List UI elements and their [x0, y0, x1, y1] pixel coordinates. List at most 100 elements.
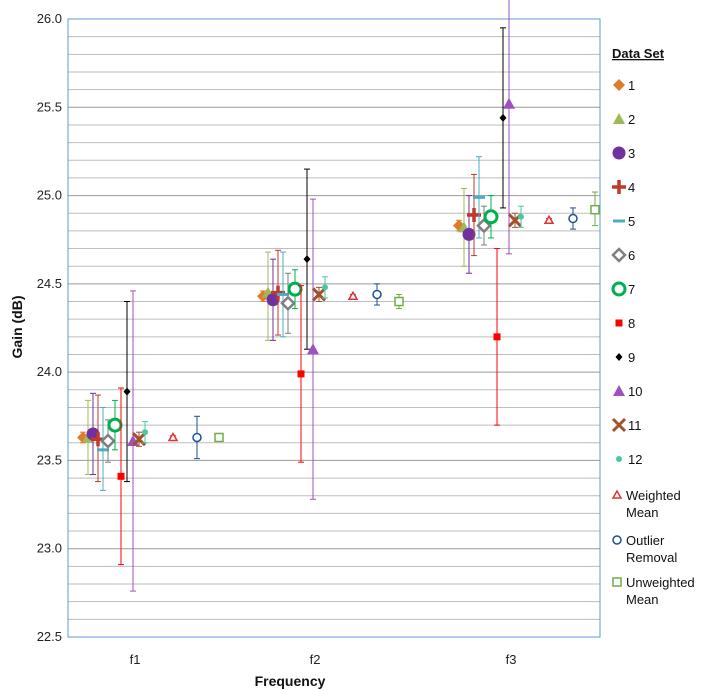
series-5: [97, 156, 485, 491]
legend-item: Outlier Removal: [612, 533, 677, 565]
legend-label: 9: [628, 350, 635, 365]
data-point: [167, 431, 179, 442]
series-weighted-mean: [167, 214, 555, 442]
y-axis-ticks: 22.5 23.0 23.5 24.0 24.5 25.0 25.5 26.0: [37, 11, 62, 644]
series-1: [77, 219, 465, 444]
legend-label: Mean: [626, 592, 659, 607]
data-point: [142, 429, 148, 436]
y-tick-label: 25.0: [37, 188, 62, 203]
legend-item: 5: [613, 214, 635, 229]
series-2: [82, 188, 470, 476]
legend-label: 6: [628, 248, 635, 263]
x-tick-label: f3: [506, 652, 517, 667]
x-axis-title: Frequency: [255, 673, 326, 689]
data-point: [462, 227, 476, 241]
legend-marker: [612, 146, 626, 160]
legend-item: 6: [611, 247, 635, 263]
legend-label: 10: [628, 384, 642, 399]
legend-marker: [612, 535, 622, 545]
data-point: [394, 296, 404, 307]
y-tick-label: 25.5: [37, 99, 62, 114]
legend-marker: [615, 353, 623, 361]
legend-label: 8: [628, 316, 635, 331]
series-4: [91, 173, 481, 483]
legend-item: 4: [612, 180, 635, 195]
legend-label: 7: [628, 282, 635, 297]
y-tick-label: 24.5: [37, 276, 62, 291]
legend-label: Outlier: [626, 533, 665, 548]
legend-label: 4: [628, 180, 635, 195]
series-12: [142, 205, 524, 444]
legend-marker: [612, 180, 626, 194]
data-point: [543, 214, 555, 225]
y-tick-label: 22.5: [37, 629, 62, 644]
legend-label: 5: [628, 214, 635, 229]
y-tick-label: 23.0: [37, 541, 62, 556]
series-8: [117, 248, 501, 566]
legend-label: Mean: [626, 505, 659, 520]
y-axis-title: Gain (dB): [9, 296, 25, 359]
series-outlier-removal: [192, 207, 578, 460]
legend-item: 10: [613, 384, 642, 399]
legend-marker: [611, 247, 627, 263]
legend-marker: [613, 385, 625, 396]
data-point: [590, 204, 600, 215]
plot-area-frame: [67, 18, 601, 638]
data-point: [503, 97, 515, 109]
data-point: [518, 213, 524, 220]
grid-lines: [68, 18, 600, 638]
data-marks: [77, 0, 600, 592]
legend-item: 7: [611, 281, 635, 297]
y-tick-label: 24.0: [37, 364, 62, 379]
legend-item: 1: [613, 78, 635, 93]
legend-label: 11: [628, 418, 642, 433]
series-6: [100, 205, 492, 463]
data-point: [280, 295, 296, 312]
series-9: [123, 27, 507, 483]
legend-marker: [611, 489, 623, 499]
legend-marker: [611, 417, 627, 433]
legend-item: 9: [615, 350, 635, 365]
legend-label: 3: [628, 146, 635, 161]
legend-item: 8: [615, 316, 635, 331]
data-point: [322, 284, 328, 291]
x-tick-label: f1: [130, 652, 141, 667]
y-tick-label: 26.0: [37, 11, 62, 26]
legend-item: Weighted Mean: [611, 488, 681, 520]
data-point: [493, 333, 501, 341]
series-3: [86, 195, 476, 476]
legend-item: 2: [613, 112, 635, 127]
data-point: [117, 472, 125, 480]
legend-item: Unweighted Mean: [612, 575, 695, 607]
series-7: [107, 195, 499, 451]
data-point: [499, 113, 507, 122]
legend-label: 2: [628, 112, 635, 127]
data-point: [100, 433, 116, 449]
data-point: [307, 343, 319, 355]
x-tick-label: f2: [310, 652, 321, 667]
legend-label: 12: [628, 452, 642, 467]
legend: Data Set 123456789101112WeightedMeanOutl…: [611, 46, 695, 607]
legend-label: Unweighted: [626, 575, 695, 590]
series-10: [127, 0, 515, 592]
legend-marker: [612, 577, 622, 587]
legend-marker: [615, 319, 623, 327]
data-point: [483, 209, 499, 225]
data-point: [123, 387, 131, 396]
series-unweighted-mean: [214, 191, 600, 443]
legend-marker: [613, 79, 625, 91]
legend-item: 3: [612, 146, 635, 161]
data-point: [372, 289, 382, 300]
data-point: [107, 417, 123, 433]
data-point: [287, 281, 303, 297]
legend-marker: [611, 281, 627, 297]
data-point: [568, 213, 578, 224]
legend-item: 12: [616, 452, 642, 467]
data-point: [297, 370, 305, 378]
legend-label: Removal: [626, 550, 677, 565]
x-axis-ticks: f1 f2 f3: [130, 652, 517, 667]
data-point: [192, 432, 202, 443]
legend-marker: [616, 456, 622, 462]
legend-label: 1: [628, 78, 635, 93]
